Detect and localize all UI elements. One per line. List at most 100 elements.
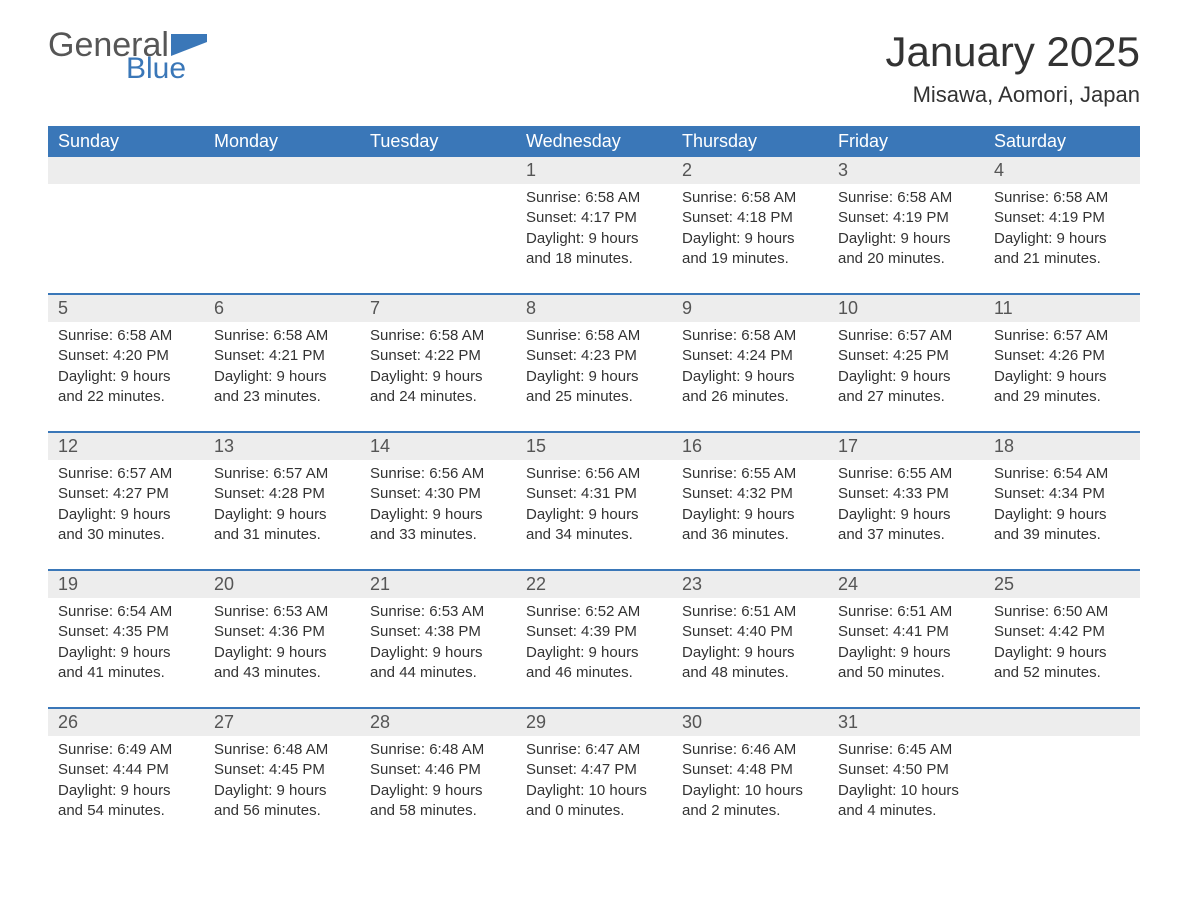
- sunrise-text: Sunrise: 6:48 AM: [370, 740, 506, 760]
- sunset-text: Sunset: 4:48 PM: [682, 760, 818, 780]
- day-number-cell: 2: [672, 157, 828, 184]
- day-content-cell: Sunrise: 6:57 AMSunset: 4:26 PMDaylight:…: [984, 322, 1140, 431]
- daylight-text: Daylight: 9 hours and 48 minutes.: [682, 643, 818, 684]
- sunrise-text: Sunrise: 6:52 AM: [526, 602, 662, 622]
- daylight-text: Daylight: 9 hours and 20 minutes.: [838, 229, 974, 270]
- daylight-text: Daylight: 9 hours and 37 minutes.: [838, 505, 974, 546]
- day-content-cell: Sunrise: 6:58 AMSunset: 4:19 PMDaylight:…: [828, 184, 984, 293]
- sunset-text: Sunset: 4:41 PM: [838, 622, 974, 642]
- day-number-cell: 6: [204, 295, 360, 322]
- sunrise-text: Sunrise: 6:58 AM: [58, 326, 194, 346]
- day-content-row: Sunrise: 6:58 AMSunset: 4:20 PMDaylight:…: [48, 322, 1140, 431]
- sunset-text: Sunset: 4:47 PM: [526, 760, 662, 780]
- day-content-row: Sunrise: 6:54 AMSunset: 4:35 PMDaylight:…: [48, 598, 1140, 707]
- sunrise-text: Sunrise: 6:49 AM: [58, 740, 194, 760]
- day-number-cell: 25: [984, 571, 1140, 598]
- logo-word-blue: Blue: [126, 54, 207, 84]
- day-content-cell: Sunrise: 6:56 AMSunset: 4:30 PMDaylight:…: [360, 460, 516, 569]
- day-number-cell: 24: [828, 571, 984, 598]
- day-content-cell: Sunrise: 6:54 AMSunset: 4:35 PMDaylight:…: [48, 598, 204, 707]
- day-number-cell: 12: [48, 433, 204, 460]
- day-number-cell: 27: [204, 709, 360, 736]
- sunset-text: Sunset: 4:39 PM: [526, 622, 662, 642]
- sunset-text: Sunset: 4:25 PM: [838, 346, 974, 366]
- day-number-cell: 28: [360, 709, 516, 736]
- day-number-row: 567891011: [48, 293, 1140, 322]
- sunrise-text: Sunrise: 6:58 AM: [838, 188, 974, 208]
- sunrise-text: Sunrise: 6:46 AM: [682, 740, 818, 760]
- day-content-cell: Sunrise: 6:58 AMSunset: 4:18 PMDaylight:…: [672, 184, 828, 293]
- sunrise-text: Sunrise: 6:56 AM: [526, 464, 662, 484]
- day-number-row: 19202122232425: [48, 569, 1140, 598]
- sunset-text: Sunset: 4:34 PM: [994, 484, 1130, 504]
- day-content-cell: Sunrise: 6:58 AMSunset: 4:24 PMDaylight:…: [672, 322, 828, 431]
- daylight-text: Daylight: 9 hours and 43 minutes.: [214, 643, 350, 684]
- day-number-cell: 26: [48, 709, 204, 736]
- sunrise-text: Sunrise: 6:47 AM: [526, 740, 662, 760]
- sunrise-text: Sunrise: 6:57 AM: [214, 464, 350, 484]
- sunset-text: Sunset: 4:21 PM: [214, 346, 350, 366]
- daylight-text: Daylight: 9 hours and 39 minutes.: [994, 505, 1130, 546]
- sunset-text: Sunset: 4:40 PM: [682, 622, 818, 642]
- day-content-cell: Sunrise: 6:57 AMSunset: 4:28 PMDaylight:…: [204, 460, 360, 569]
- location-text: Misawa, Aomori, Japan: [885, 82, 1140, 108]
- sunset-text: Sunset: 4:42 PM: [994, 622, 1130, 642]
- sunrise-text: Sunrise: 6:58 AM: [526, 326, 662, 346]
- day-number-cell: 11: [984, 295, 1140, 322]
- daylight-text: Daylight: 9 hours and 29 minutes.: [994, 367, 1130, 408]
- daylight-text: Daylight: 9 hours and 36 minutes.: [682, 505, 818, 546]
- sunrise-text: Sunrise: 6:58 AM: [682, 326, 818, 346]
- sunrise-text: Sunrise: 6:56 AM: [370, 464, 506, 484]
- day-content-cell: Sunrise: 6:58 AMSunset: 4:17 PMDaylight:…: [516, 184, 672, 293]
- daylight-text: Daylight: 9 hours and 22 minutes.: [58, 367, 194, 408]
- sunset-text: Sunset: 4:17 PM: [526, 208, 662, 228]
- day-number-cell: 16: [672, 433, 828, 460]
- day-content-cell: Sunrise: 6:57 AMSunset: 4:27 PMDaylight:…: [48, 460, 204, 569]
- sunset-text: Sunset: 4:38 PM: [370, 622, 506, 642]
- sunrise-text: Sunrise: 6:54 AM: [994, 464, 1130, 484]
- day-content-cell: Sunrise: 6:48 AMSunset: 4:45 PMDaylight:…: [204, 736, 360, 845]
- daylight-text: Daylight: 9 hours and 34 minutes.: [526, 505, 662, 546]
- daylight-text: Daylight: 9 hours and 44 minutes.: [370, 643, 506, 684]
- day-number-cell: 4: [984, 157, 1140, 184]
- daylight-text: Daylight: 9 hours and 58 minutes.: [370, 781, 506, 822]
- calendar-week: 19202122232425Sunrise: 6:54 AMSunset: 4:…: [48, 569, 1140, 707]
- day-number-cell: [360, 157, 516, 184]
- day-content-row: Sunrise: 6:49 AMSunset: 4:44 PMDaylight:…: [48, 736, 1140, 845]
- day-number-cell: 30: [672, 709, 828, 736]
- day-content-cell: [984, 736, 1140, 845]
- day-number-cell: 22: [516, 571, 672, 598]
- day-number-cell: 19: [48, 571, 204, 598]
- sunset-text: Sunset: 4:23 PM: [526, 346, 662, 366]
- sunset-text: Sunset: 4:28 PM: [214, 484, 350, 504]
- day-content-cell: Sunrise: 6:51 AMSunset: 4:41 PMDaylight:…: [828, 598, 984, 707]
- sunrise-text: Sunrise: 6:57 AM: [838, 326, 974, 346]
- sunrise-text: Sunrise: 6:58 AM: [526, 188, 662, 208]
- sunrise-text: Sunrise: 6:58 AM: [214, 326, 350, 346]
- daylight-text: Daylight: 10 hours and 2 minutes.: [682, 781, 818, 822]
- sunset-text: Sunset: 4:45 PM: [214, 760, 350, 780]
- sunrise-text: Sunrise: 6:57 AM: [58, 464, 194, 484]
- sunrise-text: Sunrise: 6:54 AM: [58, 602, 194, 622]
- day-content-cell: Sunrise: 6:54 AMSunset: 4:34 PMDaylight:…: [984, 460, 1140, 569]
- day-content-cell: Sunrise: 6:58 AMSunset: 4:23 PMDaylight:…: [516, 322, 672, 431]
- day-number-cell: [48, 157, 204, 184]
- day-number-cell: 20: [204, 571, 360, 598]
- day-content-cell: Sunrise: 6:55 AMSunset: 4:32 PMDaylight:…: [672, 460, 828, 569]
- day-number-cell: 18: [984, 433, 1140, 460]
- day-content-cell: [204, 184, 360, 293]
- day-content-cell: [360, 184, 516, 293]
- day-content-cell: Sunrise: 6:47 AMSunset: 4:47 PMDaylight:…: [516, 736, 672, 845]
- daylight-text: Daylight: 10 hours and 4 minutes.: [838, 781, 974, 822]
- sunrise-text: Sunrise: 6:51 AM: [682, 602, 818, 622]
- sunset-text: Sunset: 4:46 PM: [370, 760, 506, 780]
- calendar-week: 12131415161718Sunrise: 6:57 AMSunset: 4:…: [48, 431, 1140, 569]
- sunset-text: Sunset: 4:22 PM: [370, 346, 506, 366]
- daylight-text: Daylight: 9 hours and 50 minutes.: [838, 643, 974, 684]
- sunset-text: Sunset: 4:20 PM: [58, 346, 194, 366]
- calendar: SundayMondayTuesdayWednesdayThursdayFrid…: [48, 126, 1140, 845]
- day-content-cell: Sunrise: 6:45 AMSunset: 4:50 PMDaylight:…: [828, 736, 984, 845]
- day-content-cell: Sunrise: 6:58 AMSunset: 4:20 PMDaylight:…: [48, 322, 204, 431]
- weekday-header-cell: Sunday: [48, 126, 204, 157]
- weekday-header-cell: Monday: [204, 126, 360, 157]
